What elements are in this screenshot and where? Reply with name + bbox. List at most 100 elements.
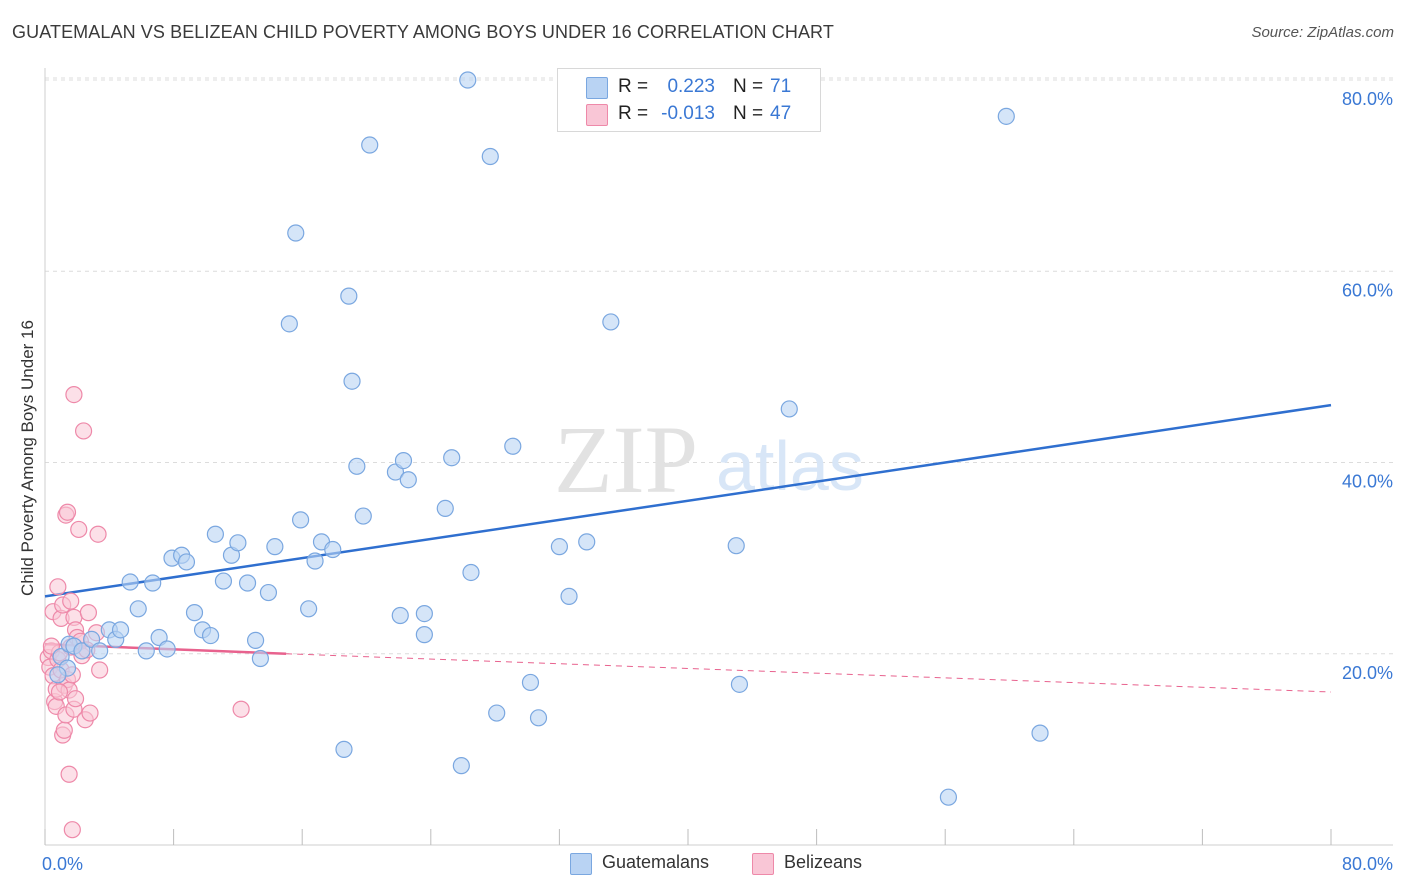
y-tick-label: 80.0% <box>1342 89 1393 109</box>
belizean-point <box>63 821 81 839</box>
belizean-point <box>49 578 67 596</box>
guatemalan-point <box>340 287 358 305</box>
guatemalans-n-value: 71 <box>770 76 792 97</box>
watermark-zip: ZIP <box>554 406 698 513</box>
guatemalan-point <box>144 574 162 592</box>
guatemalan-point <box>361 136 379 154</box>
legend-row-belizeans: R = -0.013 N = 47 <box>558 101 820 127</box>
guatemalan-point <box>111 621 130 639</box>
axis-layer <box>44 68 1393 846</box>
belizean-point <box>89 525 107 543</box>
guatemalan-point <box>550 538 569 556</box>
guatemalans-legend-label: Guatemalans <box>602 852 710 872</box>
tick-layer: 20.0% 40.0% 60.0% 80.0% 0.0% 80.0% <box>42 89 1393 874</box>
guatemalan-point <box>177 553 196 571</box>
guatemalan-point <box>602 313 620 331</box>
guatemalan-point <box>280 315 298 333</box>
y-tick-label: 20.0% <box>1342 663 1393 683</box>
guatemalan-point <box>306 552 324 570</box>
guatemalan-point <box>560 587 578 605</box>
belizean-point <box>91 661 109 679</box>
guatemalan-point <box>578 533 596 551</box>
guatemalan-point <box>462 563 480 582</box>
watermark: ZIP atlas <box>554 406 864 513</box>
belizean-point <box>65 386 83 404</box>
belizeans-trend-extension <box>286 653 1332 693</box>
guatemalan-point <box>287 224 305 242</box>
y-axis-label: Child Poverty Among Boys Under 16 <box>18 320 37 596</box>
belizeans-legend-swatch <box>752 853 774 875</box>
guatemalan-point <box>91 642 109 660</box>
guatemalan-point <box>206 525 224 543</box>
guatemalan-point <box>259 583 278 602</box>
guatemalan-point <box>137 642 155 660</box>
belizean-point <box>66 690 85 708</box>
points-belizeans <box>39 386 250 839</box>
y-tick-label: 40.0% <box>1342 472 1393 492</box>
guatemalan-point <box>291 511 310 529</box>
belizean-point <box>232 700 250 718</box>
belizean-point <box>58 503 77 521</box>
belizeans-r-value: -0.013 <box>661 103 715 124</box>
belizean-point <box>55 721 73 739</box>
guatemalans-legend-swatch <box>570 853 592 875</box>
guatemalan-point <box>158 640 176 658</box>
guatemalans-r-value: 0.223 <box>667 76 715 97</box>
guatemalan-point <box>452 757 470 775</box>
guatemalan-point <box>415 626 433 644</box>
guatemalan-point <box>443 449 461 467</box>
guatemalan-point <box>251 649 270 668</box>
guatemalan-point <box>394 451 413 470</box>
guatemalans-swatch <box>586 77 608 99</box>
guatemalan-point <box>246 631 265 649</box>
guatemalan-point <box>481 147 499 166</box>
y-tick-label: 60.0% <box>1342 280 1393 300</box>
guatemalan-point <box>780 400 798 418</box>
guatemalans-r-label: R = <box>618 76 649 97</box>
guatemalan-point <box>504 437 522 455</box>
guatemalan-point <box>391 606 409 625</box>
guatemalan-point <box>73 642 91 660</box>
belizean-point <box>70 520 88 539</box>
guatemalan-point <box>129 600 147 618</box>
guatemalan-point <box>730 675 749 693</box>
guatemalan-point <box>529 709 548 727</box>
guatemalan-point <box>348 457 366 475</box>
belizean-point <box>79 604 98 622</box>
guatemalan-point <box>229 534 247 552</box>
guatemalan-point <box>324 540 342 559</box>
guatemalan-point <box>354 507 372 525</box>
belizean-point <box>60 765 78 783</box>
guatemalan-point <box>201 626 220 645</box>
belizean-point <box>74 422 93 440</box>
belizeans-n-label: N = <box>733 103 764 124</box>
belizean-point <box>50 683 69 701</box>
x-tick-label: 0.0% <box>42 854 83 874</box>
guatemalan-point <box>185 604 204 622</box>
guatemalan-point <box>997 107 1015 125</box>
guatemalan-point <box>727 537 745 555</box>
guatemalan-point <box>415 604 433 623</box>
guatemalan-point <box>266 538 284 556</box>
guatemalan-point <box>436 499 454 517</box>
guatemalan-point <box>521 673 540 692</box>
guatemalan-point <box>214 572 233 590</box>
guatemalan-point <box>939 788 958 806</box>
belizean-point <box>42 637 61 655</box>
guatemalan-point <box>343 372 361 390</box>
guatemalan-point <box>238 574 257 592</box>
chart-title: GUATEMALAN VS BELIZEAN CHILD POVERTY AMO… <box>12 22 834 42</box>
guatemalan-point <box>459 71 477 89</box>
correlation-legend: R = 0.223 N = 71 R = -0.013 N = 47 <box>557 68 821 132</box>
belizeans-r-label: R = <box>618 103 649 124</box>
belizeans-legend-label: Belizeans <box>784 852 863 872</box>
legend-row-guatemalans: R = 0.223 N = 71 <box>558 74 820 100</box>
belizeans-swatch <box>586 104 608 126</box>
guatemalan-point <box>488 704 506 722</box>
guatemalan-point <box>399 471 417 489</box>
x-tick-label: 80.0% <box>1342 854 1393 874</box>
guatemalan-point <box>335 740 353 758</box>
belizean-point <box>62 592 80 610</box>
guatemalan-point <box>49 666 67 684</box>
